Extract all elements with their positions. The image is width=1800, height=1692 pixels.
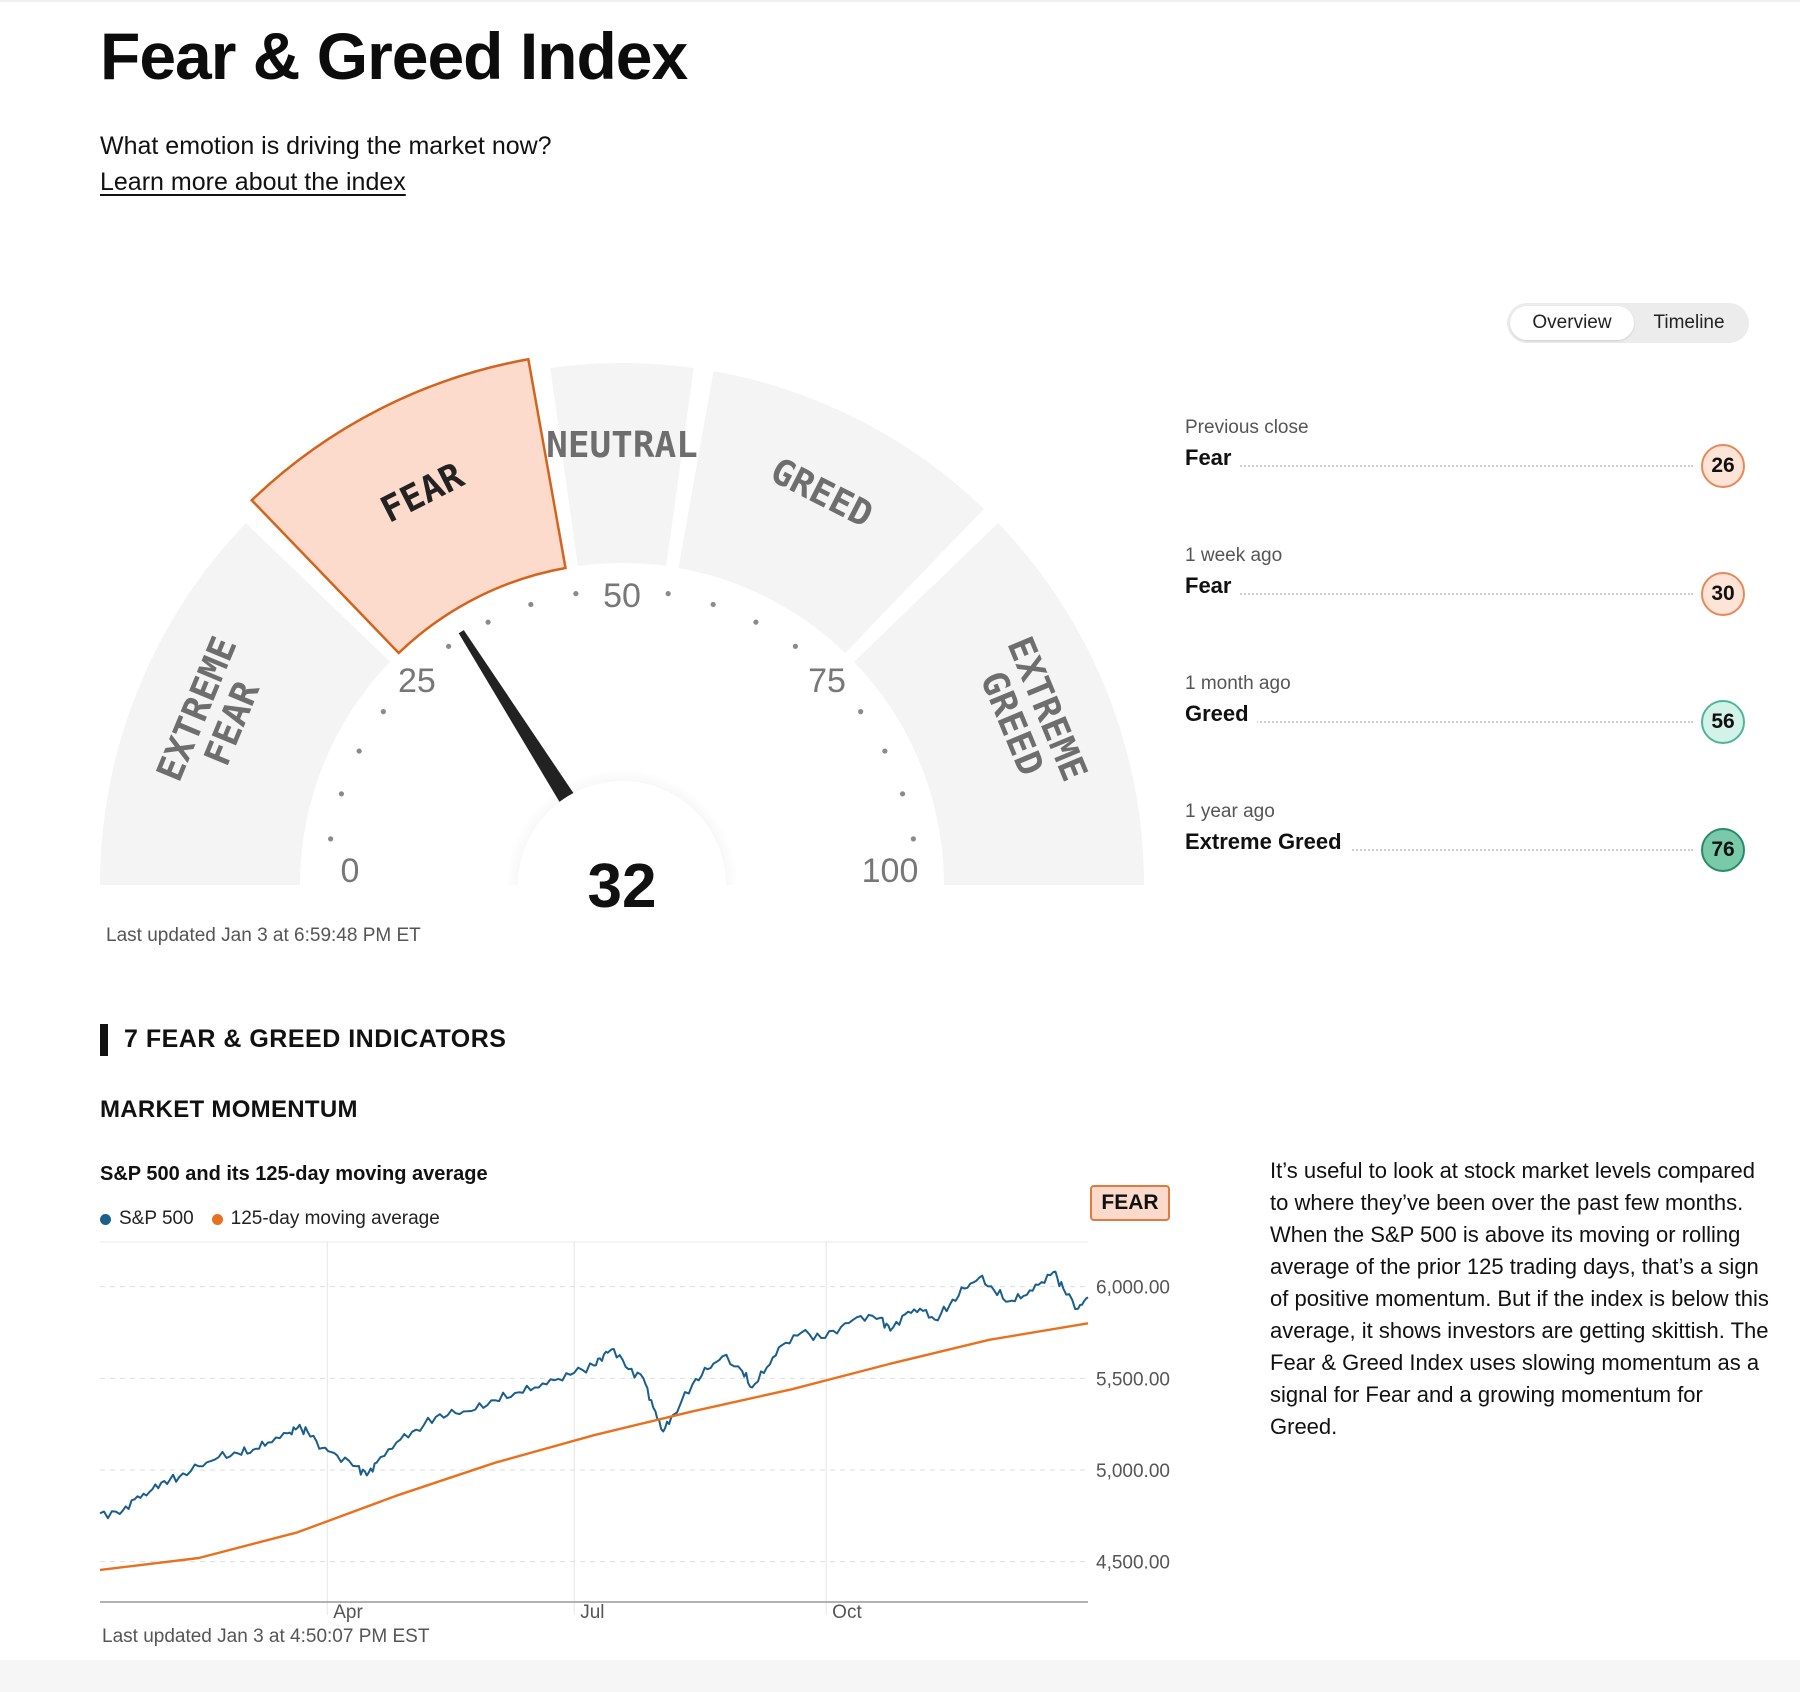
history-1-week-ago: 1 week ago Fear 30 [1185,545,1745,635]
legend-dot-moving-average [211,1213,223,1225]
page-title: Fear & Greed Index [100,19,688,93]
momentum-description: It’s useful to look at stock market leve… [1270,1158,1769,1439]
gauge-segment-extreme-fear [100,523,390,885]
view-toggle: Overview Timeline [1507,303,1749,343]
history-leader [1185,593,1693,595]
chart-last-updated: Last updated Jan 3 at 4:50:07 PM EST [102,1626,430,1647]
gauge-tick-dot [446,643,452,649]
history-label: Previous close [1185,417,1309,438]
gauge-segment-fear [249,357,567,655]
gauge-segment-label: NEUTRAL [546,425,698,466]
gauge-tick-label: 25 [398,662,436,700]
chart-x-tick-label: Apr [333,1602,363,1623]
gauge-tick-dot [858,709,864,715]
gauge-tick-dot [792,643,798,649]
moving-average-line [99,1322,1089,1572]
gauge-tick-dot [665,591,671,597]
gauge-tick-dot [380,709,386,715]
chart-y-tick-label: 5,500.00 [1096,1369,1170,1390]
gauge-tick-label: 50 [603,577,641,615]
gauge-segment-extreme-greed [854,523,1144,885]
history-rating: Extreme Greed [1185,829,1350,855]
gauge-segment-greed [678,371,984,653]
gauge-tick-dot [485,619,491,625]
gauge-tick-dot [328,836,334,842]
gauge-tick-label: 100 [862,852,919,890]
momentum-rating-badge: FEAR [1090,1185,1170,1221]
sp500-line [99,1270,1089,1520]
momentum-chart: Apr Jul Oct 4,500.00 5,000.00 5,500.00 6,000.0… [99,1241,1170,1623]
top-border [0,0,1800,2]
history-rating: Fear [1185,445,1240,471]
gauge-value-label: 32 [588,852,657,921]
toggle-overview-button[interactable]: Overview [1510,306,1634,340]
chart-x-tick-label: Oct [832,1602,862,1623]
section-marker [100,1024,108,1056]
history-rating: Greed [1185,701,1257,727]
gauge-tick-dot [753,619,759,625]
legend-label: 125-day moving average [230,1208,440,1229]
history-previous-close: Previous close Fear 26 [1185,417,1745,507]
market-momentum-title: MARKET MOMENTUM [100,1096,358,1123]
fear-greed-gauge: EXTREMEFEARFEARNEUTRALGREEDEXTREMEGREED … [0,357,1180,940]
history-label: 1 week ago [1185,545,1283,566]
history-leader [1185,721,1693,723]
history-label: 1 year ago [1185,801,1275,822]
gauge-bottom-mask [0,885,1180,940]
gauge-tick-dot [899,791,906,797]
gauge-tick-dot [710,601,716,608]
history-1-month-ago: 1 month ago Greed 56 [1185,673,1745,763]
history-score-badge: 56 [1701,700,1745,744]
chart-y-tick-label: 4,500.00 [1096,1553,1170,1574]
page-footer-strip [0,1660,1800,1692]
history-leader [1185,849,1693,851]
legend-label: S&P 500 [119,1208,194,1229]
history-score-badge: 76 [1701,828,1745,872]
gauge-tick-dot [356,748,362,754]
learn-more-link[interactable]: Learn more about the index [100,168,406,196]
gauge-last-updated: Last updated Jan 3 at 6:59:48 PM ET [106,925,421,946]
gauge-tick-dot [910,836,916,842]
gauge-tick-label: 75 [808,662,846,700]
gauge-tick-dot [573,591,579,597]
chart-y-tick-label: 6,000.00 [1096,1278,1170,1299]
history-score-badge: 26 [1701,444,1745,488]
gauge-tick-label: 0 [341,852,360,890]
gauge-segment-neutral [550,363,694,567]
toggle-timeline-button[interactable]: Timeline [1653,312,1725,333]
legend-dot-sp500 [100,1213,111,1225]
history-leader [1185,465,1693,467]
legend-item-sp500: S&P 500 [100,1208,194,1230]
gauge-tick-dot [528,601,534,608]
gauge-tick-dot [882,748,888,754]
history-label: 1 month ago [1185,673,1291,694]
history-score-badge: 30 [1701,572,1745,616]
legend-item-moving-average: 125-day moving average [211,1208,440,1230]
indicators-section-title: 7 FEAR & GREED INDICATORS [124,1025,507,1053]
chart-title: S&P 500 and its 125-day moving average [100,1163,488,1185]
gauge-tick-dot [338,791,345,797]
chart-legend: S&P 500 125-day moving average [100,1208,458,1230]
page-subtitle: What emotion is driving the market now? [100,132,552,160]
history-rating: Fear [1185,573,1240,599]
chart-y-tick-label: 5,000.00 [1096,1461,1170,1482]
chart-x-tick-label: Jul [580,1602,604,1623]
history-1-year-ago: 1 year ago Extreme Greed 76 [1185,801,1745,891]
